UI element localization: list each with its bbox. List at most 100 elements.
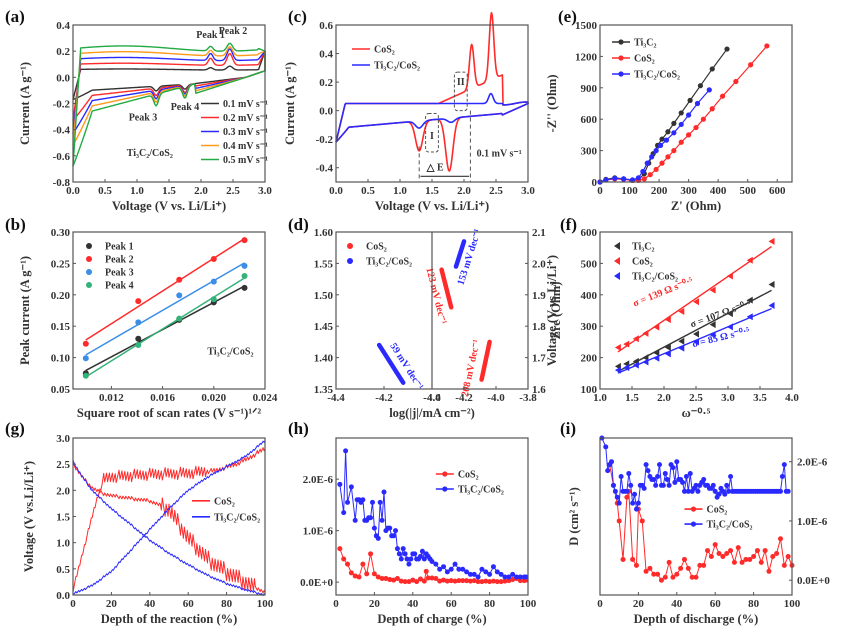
data-point [724,46,730,52]
data-point [695,488,701,494]
x-tick-label: 80 [484,598,496,610]
sample-annotation: Ti₃C₂/CoS₂ [207,346,253,357]
tafel-segment [453,239,467,269]
data-point [657,142,664,148]
x-tick-label: 20 [369,598,381,610]
x-tick-label: 100 [621,185,638,197]
data-point [494,579,500,585]
data-point [348,570,354,576]
data-point [610,482,616,488]
data-point [441,577,447,583]
data-point [712,542,718,548]
x-axis-title: Square root of scan rates (V s⁻¹)¹ᐟ² [77,406,261,420]
data-point [176,292,183,299]
data-point [393,528,399,534]
data-point [653,148,659,154]
x-tick-label: 80 [221,598,233,610]
data-point [375,574,381,580]
data-point [437,566,443,572]
data-point [341,510,347,516]
legend-marker [442,486,448,492]
data-point [406,561,412,567]
data-point [671,148,677,154]
x-tick-label: 40 [407,598,419,610]
y-tick-label: 400 [581,290,598,302]
panel-i: 0 20 40 60 80 100 0.0E+0 1.0E-6 2.0E-6 Depth of d… [560,419,830,626]
legend-marker [86,282,92,288]
data-point [659,136,665,142]
y-tick-label: 600 [581,227,598,239]
y-tick-label: 0.20 [51,290,71,302]
data-point [633,506,639,512]
x-tick-label: 0 [597,185,603,197]
y-tick-label: 0.0E+0 [300,577,333,589]
x-tick-label: 100 [520,598,537,610]
data-point [241,272,248,279]
x-tick-label: -4.2 [375,392,393,404]
data-point [653,166,659,173]
data-point [419,548,425,554]
plot-frame [335,437,529,596]
data-point [709,66,715,72]
legend-marker [690,506,697,512]
panel-b: 0.012 0.016 0.020 0.024 0.05 0.10 0.15 0.20 0.25… [5,215,278,420]
region-I-label: I [430,131,434,142]
y-tick-label: 1.8 [532,321,546,333]
y-tick-label: -0.4 [316,163,334,175]
y-tick-label: 0.2 [56,46,70,58]
legend-marker [614,242,620,250]
tafel-segment [376,342,406,385]
data-point [383,576,389,582]
data-point [387,577,393,583]
data-point [709,286,716,294]
data-point [464,578,470,584]
y-tick-label: 1200 [575,51,598,63]
data-point [693,330,699,338]
y-tick-label: 0.5 [56,564,70,576]
region-II-box [453,71,468,112]
data-point [494,569,500,575]
data-point [444,578,450,584]
y-tick-label: 0.10 [51,353,71,365]
x-tick-label: 2.5 [489,185,503,197]
data-point [680,479,686,485]
legend-marker [618,71,624,77]
data-point [356,574,362,580]
legend-label: Ti₃C₂/CoS₂ [214,512,260,523]
x-tick-label: 3.0 [521,185,535,197]
data-point [487,579,493,585]
tafel-segment [479,339,492,382]
data-point [649,154,655,160]
y-tick-label: 1.45 [314,321,334,333]
data-point [674,459,680,465]
data-point [437,578,443,584]
peak-4-label: Peak 4 [171,102,200,113]
data-point [623,340,630,348]
peak-3-label: Peak 3 [129,113,158,124]
data-point [135,335,142,342]
y-tick-label: 2.0E-6 [303,474,334,486]
y-tick-label: 1.50 [314,290,334,302]
data-point [176,315,183,322]
y-tick-label: 1.0E-6 [797,516,828,528]
x-tick-label: 80 [748,598,760,610]
data-point [747,556,753,562]
charge-curve [72,440,266,596]
data-point [764,43,770,49]
x-tick-label: 0 [70,598,76,610]
legend-label: Ti₃C₂ [632,242,655,253]
data-point [456,566,462,572]
data-point [724,551,730,557]
data-point [241,237,248,244]
x-tick-label: 60 [183,598,195,610]
data-point [387,525,393,531]
data-point [726,488,732,494]
data-point [371,525,377,531]
data-point [210,256,217,263]
panel-a: 0.0 0.5 1.0 1.5 2.0 2.5 3.0 -0.8 -0.6 -0.4 -0.2 0.0… [5,7,272,213]
data-point [506,574,512,580]
legend-label: Ti₃C₂/CoS₂ [632,272,678,283]
x-tick-label: -4.0 [423,392,441,404]
x-axis-title: ω⁻⁰·⁵ [682,406,711,420]
